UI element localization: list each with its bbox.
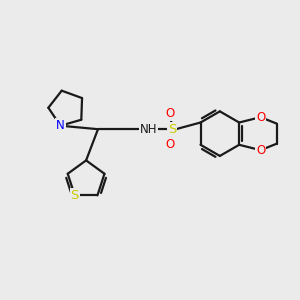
Text: O: O — [165, 138, 175, 151]
Text: O: O — [256, 111, 265, 124]
Text: S: S — [168, 123, 176, 136]
Text: NH: NH — [140, 123, 157, 136]
Text: O: O — [165, 107, 175, 120]
Text: N: N — [56, 119, 65, 132]
Text: O: O — [256, 144, 265, 157]
Text: S: S — [70, 189, 79, 202]
